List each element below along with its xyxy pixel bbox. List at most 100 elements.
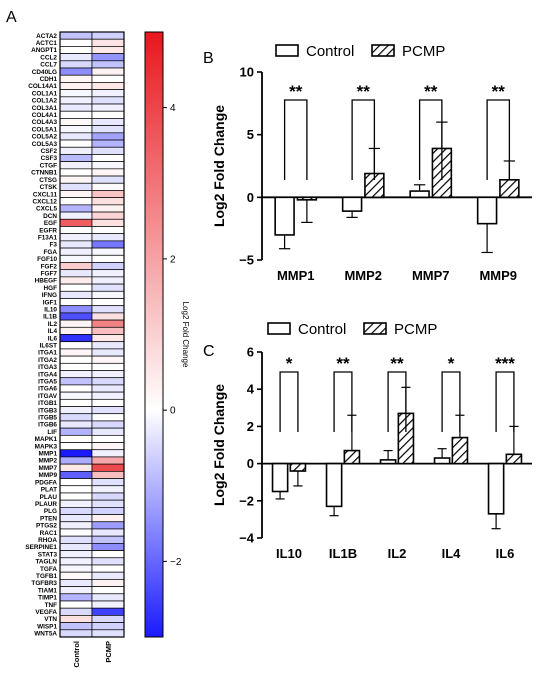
heatmap-cell-tnf-pcmp <box>91 600 125 609</box>
gene-label-ctsk: CTSK <box>40 184 58 191</box>
gene-label-col5a3: COL5A3 <box>32 141 58 148</box>
heatmap-cell-il2-pcmp <box>91 319 125 328</box>
gene-label-mapk3: MAPK3 <box>35 443 58 450</box>
heatmap-cell-il6st-pcmp <box>91 341 125 350</box>
gene-label-col4a1: COL4A1 <box>32 112 58 119</box>
gene-label-ctnnb1: CTNNB1 <box>31 170 57 177</box>
heatmap-cell-itga1-pcmp <box>91 348 125 357</box>
heatmap-cell-col1a1-control <box>59 89 93 98</box>
heatmap-cell-tgfb1-control <box>59 571 93 580</box>
bar-il4-control <box>433 457 451 465</box>
x-tick-label-il6: IL6 <box>496 546 515 561</box>
heatmap-cell-ifng-control <box>59 290 93 299</box>
gene-label-plaur: PLAUR <box>35 501 57 508</box>
heatmap-cell-angpt1-pcmp <box>91 46 125 54</box>
gene-label-il6st: IL6ST <box>40 343 57 350</box>
heatmap-cell-col1a1-pcmp <box>91 89 125 98</box>
heatmap-cell-col3a1-pcmp <box>91 103 125 112</box>
gene-label-fgf10: FGF10 <box>37 256 57 263</box>
heatmap-cell-mmp7-pcmp <box>91 463 125 472</box>
heatmap-cell-mapk3-control <box>59 442 93 451</box>
heatmap-cell-tgfa-control <box>59 564 93 573</box>
colorbar-tick-label: 2 <box>170 254 176 265</box>
heatmap-cell-itga2-control <box>59 355 93 364</box>
gene-label-igf1: IGF1 <box>43 299 58 306</box>
gene-label-itgav: ITGAV <box>38 393 58 400</box>
gene-label-ifng: IFNG <box>42 292 57 299</box>
heatmap-cell-ctnnb1-control <box>59 168 93 177</box>
panel-letter-b: B <box>203 50 214 67</box>
gene-label-itga5: ITGA5 <box>38 379 57 386</box>
significance-label-mmp1: ** <box>289 82 303 101</box>
heatmap-cell-fga-pcmp <box>91 247 125 256</box>
heatmap-cell-f13a1-control <box>59 233 93 242</box>
gene-label-fgf2: FGF2 <box>41 263 58 270</box>
bar-mmp1-pcmp <box>296 196 318 201</box>
heatmap-cell-col14a1-pcmp <box>91 82 125 90</box>
legend-label-control: Control <box>298 321 346 338</box>
heatmap-panel: ACTA2ACTC1ANGPT1CCL2CCL7CD40LGCDH1COL14A… <box>25 31 125 668</box>
heatmap-cell-fgf10-control <box>59 254 93 263</box>
y-tick-label: −4 <box>239 531 255 546</box>
heatmap-cell-vtn-control <box>59 615 93 623</box>
gene-label-fga: FGA <box>44 249 58 256</box>
gene-label-lif: LIF <box>47 429 57 436</box>
x-tick-label-il2: IL2 <box>388 546 407 561</box>
heatmap-cell-itgb5-pcmp <box>91 413 125 422</box>
heatmap-cell-tiam1-control <box>59 586 93 595</box>
heatmap-cell-col5a2-pcmp <box>91 132 125 141</box>
heatmap-cell-acta2-control <box>59 31 93 40</box>
heatmap-cell-col5a3-pcmp <box>91 139 125 148</box>
y-tick-label: 6 <box>247 345 254 360</box>
heatmap-cell-col1a2-control <box>59 96 93 105</box>
heatmap-cell-vegfa-control <box>59 607 93 616</box>
significance-bracket-il1b <box>333 371 353 432</box>
gene-label-ptgs2: PTGS2 <box>36 523 57 530</box>
significance-label-mmp2: ** <box>357 82 371 101</box>
heatmap-cell-egf-control <box>59 218 93 227</box>
significance-bracket-mmp9 <box>486 99 511 180</box>
y-tick-label: 0 <box>247 456 254 471</box>
heatmap-cell-mmp9-pcmp <box>91 470 125 479</box>
colorbar-label: Log2 Fold Change <box>181 302 190 368</box>
gene-label-vegfa: VEGFA <box>35 609 57 616</box>
heatmap-cell-acta2-pcmp <box>91 31 125 40</box>
gene-label-itga3: ITGA3 <box>38 364 57 371</box>
heatmap-cell-wisp1-pcmp <box>91 622 125 631</box>
bar-chart-mmp: Control PCMP −5 0 5 10 Log2 Fold Change MMP1 ** M… <box>211 43 532 283</box>
x-tick-label-il4: IL4 <box>442 546 462 561</box>
gene-label-il1b: IL1B <box>43 314 57 321</box>
heatmap-cell-plaur-pcmp <box>91 499 125 508</box>
bar-il6-pcmp <box>505 453 523 465</box>
gene-label-wnt5a: WNT5A <box>34 631 57 638</box>
gene-label-itga6: ITGA6 <box>38 386 57 393</box>
heatmap-cell-vegfa-pcmp <box>91 607 125 616</box>
heatmap-cell-f13a1-pcmp <box>91 233 125 242</box>
significance-bracket-il6 <box>495 371 515 432</box>
heatmap-cell-ccl7-control <box>59 60 93 69</box>
heatmap-cell-ifng-pcmp <box>91 290 125 299</box>
x-tick-label-il10: IL10 <box>276 546 302 561</box>
heatmap-cell-itga4-pcmp <box>91 370 125 379</box>
gene-label-actc1: ACTC1 <box>36 40 58 47</box>
legend-label-pcmp: PCMP <box>394 321 437 338</box>
gene-label-cd40lg: CD40LG <box>32 69 57 76</box>
heatmap-cell-stat3-control <box>59 550 93 559</box>
gene-label-mmp7: MMP7 <box>39 465 58 472</box>
gene-label-fgf7: FGF7 <box>41 270 58 277</box>
heatmap-cell-tgfbr3-pcmp <box>91 579 125 587</box>
heatmap-column-label-control: Control <box>72 641 81 668</box>
heatmap-cell-f3-control <box>59 240 93 249</box>
heatmap-cell-pdgfa-control <box>59 478 93 487</box>
heatmap-cell-angpt1-control <box>59 46 93 54</box>
heatmap-cell-cxcl5-control <box>59 204 93 213</box>
heatmap-cell-wnt5a-pcmp <box>91 629 125 638</box>
gene-label-rac1: RAC1 <box>40 530 58 537</box>
y-tick-label: 5 <box>247 127 254 142</box>
gene-label-col3a1: COL3A1 <box>32 105 58 112</box>
bar-il1b-pcmp <box>343 449 361 465</box>
heatmap-cell-col1a2-pcmp <box>91 96 125 105</box>
gene-label-il10: IL10 <box>44 306 57 313</box>
significance-label-il4: * <box>448 354 455 373</box>
